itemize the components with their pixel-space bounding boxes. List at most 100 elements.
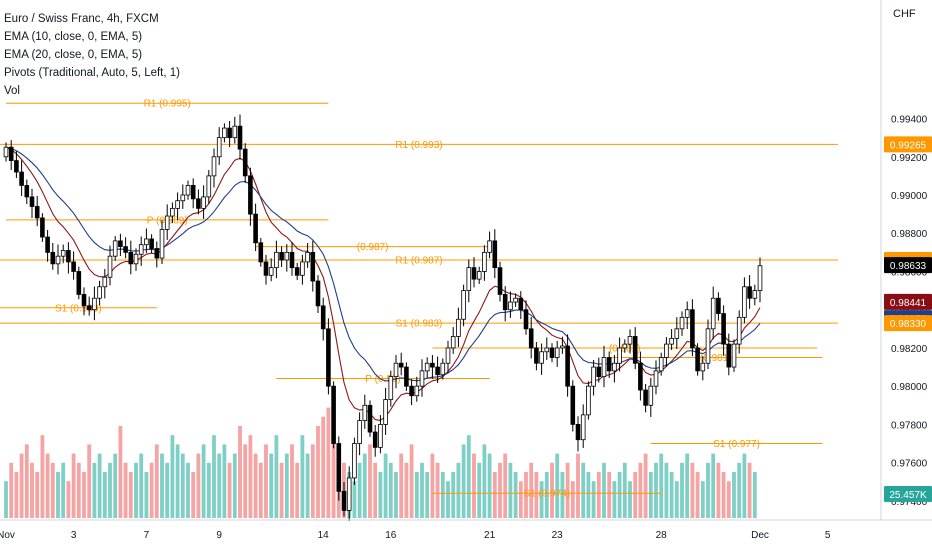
- candle-body: [721, 313, 726, 345]
- candle-body: [315, 280, 321, 307]
- volume-bar: [123, 462, 128, 518]
- volume-bar: [643, 453, 648, 518]
- volume-bar: [695, 472, 700, 518]
- candle: [92, 286, 97, 321]
- price-badge-label: 0.98633: [890, 261, 927, 272]
- legend-volume[interactable]: Vol: [4, 85, 20, 97]
- volume-bar: [206, 462, 211, 518]
- candle: [487, 231, 492, 259]
- volume-bar: [685, 453, 690, 518]
- candle-body: [123, 246, 128, 253]
- candle: [591, 359, 596, 396]
- legend-pivots[interactable]: Pivots (Traditional, Auto, 5, Left, 1): [4, 67, 180, 79]
- candle-body: [331, 385, 336, 444]
- time-tick-label: 7: [144, 530, 150, 541]
- candle-body: [144, 238, 149, 246]
- candle-body: [248, 175, 253, 215]
- candle-body: [617, 347, 622, 364]
- candle: [606, 351, 612, 378]
- candle-body: [643, 389, 648, 406]
- candle: [279, 246, 284, 268]
- candle-body: [175, 200, 180, 209]
- candle: [700, 356, 706, 381]
- candle-body: [445, 347, 451, 364]
- candle: [627, 329, 633, 354]
- candle: [71, 251, 76, 280]
- volume-bar: [648, 472, 653, 518]
- price-axis[interactable]: 0.994000.992000.990000.988000.986000.984…: [880, 0, 932, 550]
- candle: [721, 305, 726, 356]
- candle-body: [742, 286, 747, 318]
- candle-body: [300, 261, 305, 276]
- price-badge-label: 0.98441: [890, 298, 927, 309]
- candle-body: [736, 316, 742, 345]
- volume-bar: [711, 453, 716, 518]
- candle-body: [341, 490, 347, 511]
- time-tick-label: 9: [216, 530, 222, 541]
- pivot-label: (0.987): [357, 242, 389, 253]
- candle-body: [362, 404, 368, 421]
- candle: [492, 229, 498, 279]
- candle: [320, 297, 326, 341]
- volume-bar: [196, 453, 201, 518]
- candle: [518, 291, 524, 320]
- candle: [456, 307, 461, 347]
- candle: [617, 337, 622, 372]
- volume-bar: [742, 453, 747, 518]
- price-tick-label: 0.98000: [891, 382, 928, 393]
- candle: [419, 359, 425, 397]
- candle: [497, 261, 503, 302]
- candle-body: [19, 171, 24, 186]
- time-axis[interactable]: Nov 3 7 9 14 16 21 23 28 Dec 5: [0, 519, 932, 541]
- candle-body: [279, 251, 284, 261]
- candle: [357, 412, 362, 456]
- volume-bar: [40, 435, 45, 518]
- candle: [164, 204, 170, 240]
- volume-layer: [4, 407, 757, 518]
- legend-ema10[interactable]: EMA (10, close, 0, EMA, 5): [4, 31, 143, 43]
- candle: [40, 213, 45, 242]
- volume-bar: [232, 453, 237, 518]
- volume-bar: [633, 472, 638, 518]
- volume-bar: [737, 462, 742, 518]
- candle-body: [128, 251, 134, 265]
- volume-bar: [87, 444, 92, 518]
- candle-body: [133, 253, 139, 265]
- candle: [570, 380, 576, 432]
- candle-body: [320, 305, 326, 330]
- candle-body: [40, 217, 45, 238]
- volume-bar: [503, 453, 508, 518]
- time-tick-label: 21: [484, 530, 496, 541]
- volume-badge-label: 25.457K: [889, 490, 927, 501]
- candle-body: [424, 362, 430, 372]
- time-tick-label: 28: [656, 530, 668, 541]
- candle-body: [435, 366, 440, 376]
- candle-body: [534, 347, 539, 364]
- volume-bar: [555, 453, 560, 518]
- volume-bar: [378, 472, 383, 518]
- volume-bar: [118, 426, 123, 518]
- volume-bar: [425, 472, 430, 518]
- candle: [747, 275, 752, 309]
- volume-bar: [352, 481, 357, 518]
- candle-body: [336, 443, 342, 492]
- candle-body: [419, 370, 425, 387]
- candle-body: [560, 345, 565, 349]
- candle: [263, 254, 269, 285]
- candle-body: [674, 328, 680, 339]
- volume-bar: [19, 453, 24, 518]
- price-tick-label: 0.99400: [891, 115, 928, 126]
- volume-bar: [560, 472, 565, 518]
- volume-bar: [508, 462, 513, 518]
- volume-bar: [222, 444, 227, 518]
- volume-bar: [674, 481, 679, 518]
- volume-bar: [680, 462, 684, 518]
- candle-body: [289, 251, 295, 269]
- legend-ema20[interactable]: EMA (20, close, 0, EMA, 5): [4, 49, 143, 61]
- volume-bar: [279, 462, 284, 518]
- candle-body: [658, 357, 664, 372]
- candle-body: [263, 261, 269, 276]
- candle: [86, 296, 92, 316]
- chart-title[interactable]: Euro / Swiss Franc, 4h, FXCM: [4, 13, 159, 25]
